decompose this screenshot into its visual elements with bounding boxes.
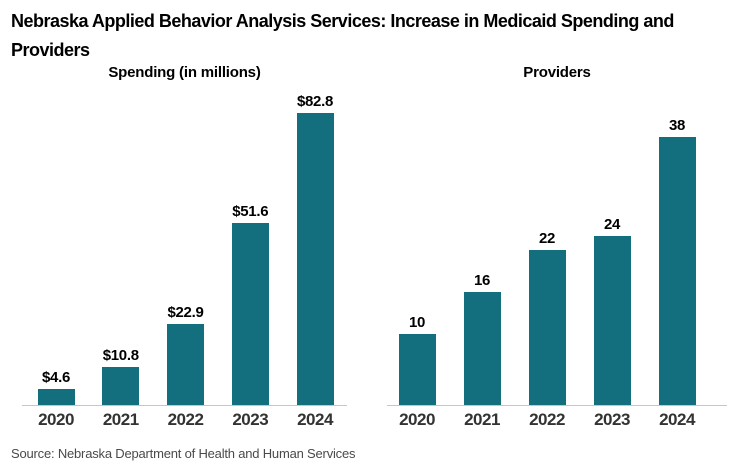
bar-value-label: 24 [603, 216, 621, 233]
bar-value-label: $51.6 [232, 203, 269, 220]
spending-x-axis-labels: 2020 2021 2022 2023 2024 [22, 410, 347, 430]
year-label: 2022 [529, 410, 565, 429]
bar-value-label: 10 [408, 314, 426, 331]
bar [102, 367, 140, 405]
bar [658, 137, 696, 405]
year-label: 2020 [38, 410, 74, 429]
bar [167, 324, 204, 405]
bar-value-label: $82.8 [296, 93, 334, 110]
year-label: 2021 [102, 410, 139, 429]
year-label: 2022 [167, 410, 204, 429]
providers-x-axis-labels: 2020 2021 2022 2023 2024 [387, 410, 727, 430]
figure-title: Nebraska Applied Behavior Analysis Servi… [11, 7, 726, 65]
providers-plot-area: 10 16 22 24 38 [387, 90, 727, 406]
bar-value-label: 22 [538, 230, 556, 247]
bar-value-label: 16 [473, 272, 491, 289]
year-label: 2023 [594, 410, 630, 429]
bar-value-label: 38 [668, 117, 686, 134]
bar [231, 223, 269, 405]
figure-title-line1: Nebraska Applied Behavior Analysis Servi… [11, 11, 674, 31]
bar [296, 113, 334, 405]
bar [398, 334, 436, 405]
spending-chart: Spending (in millions) $4.6 $10.8 $22.9 $51… [22, 62, 347, 430]
bar [528, 250, 566, 405]
year-label: 2024 [297, 410, 333, 429]
spending-chart-title: Spending (in millions) [108, 64, 261, 81]
bar [593, 236, 631, 405]
year-label: 2021 [464, 410, 500, 429]
spending-plot-area: $4.6 $10.8 $22.9 $51.6 $82.8 [22, 90, 347, 406]
providers-chart: Providers 10 16 22 24 38 2020 2021 2022 2023 202… [387, 62, 727, 430]
bar-value-label: $4.6 [42, 369, 70, 386]
figure-title-line2: Providers [11, 40, 90, 60]
year-label: 2020 [399, 410, 435, 429]
bar [463, 292, 501, 405]
bar [37, 389, 75, 405]
year-label: 2023 [232, 410, 269, 429]
bar-value-label: $22.9 [167, 304, 204, 321]
providers-chart-title: Providers [523, 64, 591, 81]
source-note: Source: Nebraska Department of Health an… [11, 446, 356, 461]
year-label: 2024 [659, 410, 695, 429]
bar-value-label: $10.8 [102, 347, 139, 364]
